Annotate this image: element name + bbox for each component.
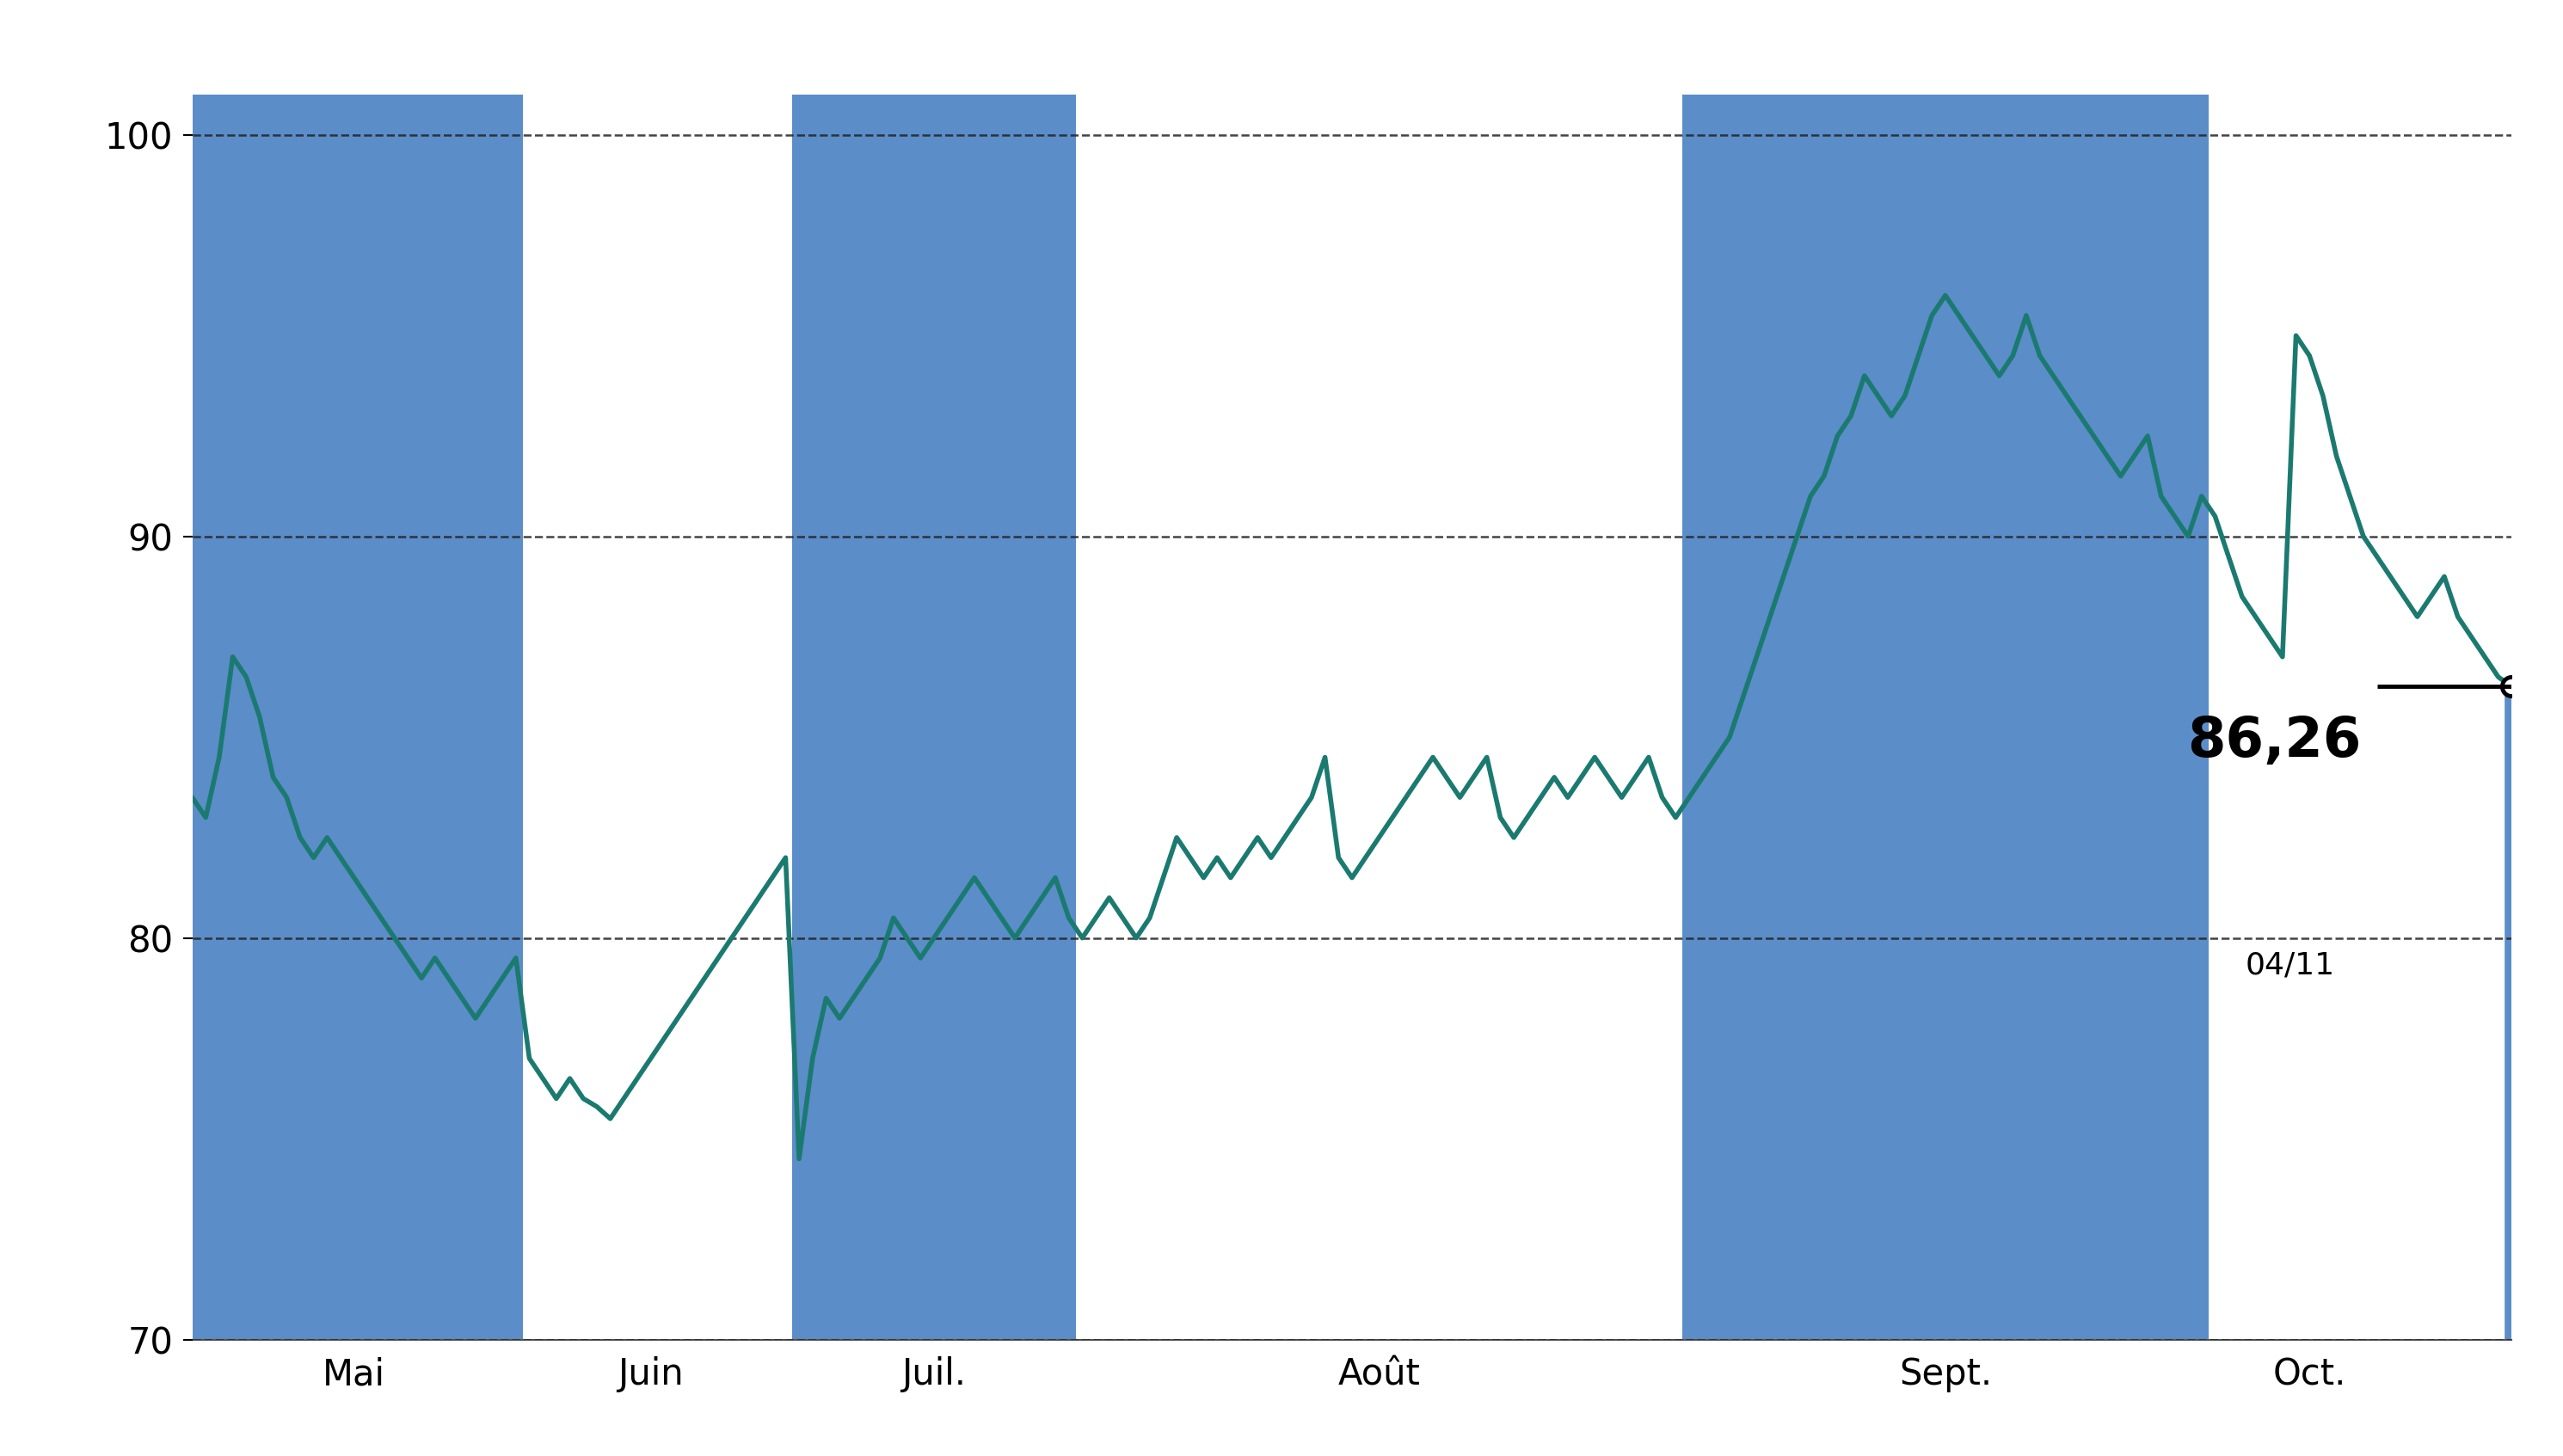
Text: LEG Immobilien SE: LEG Immobilien SE — [930, 20, 1633, 84]
Bar — [792, 95, 1076, 1340]
Text: 86,26: 86,26 — [2186, 715, 2361, 767]
Bar — [185, 95, 523, 1340]
Bar — [1681, 95, 2209, 1340]
Text: 04/11: 04/11 — [2245, 951, 2335, 980]
